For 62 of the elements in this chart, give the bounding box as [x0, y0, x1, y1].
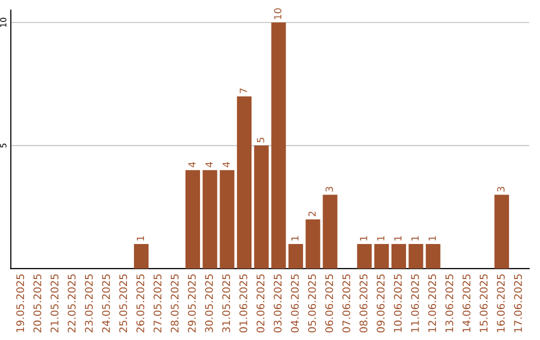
bar — [202, 170, 218, 269]
bar — [408, 244, 424, 269]
data-label: 1 — [394, 236, 402, 240]
data-label: 1 — [428, 236, 436, 240]
x-tick-label: 13.06.2025 — [445, 274, 454, 332]
x-tick-label: 12.06.2025 — [428, 274, 436, 332]
x-tick-label: 31.05.2025 — [222, 274, 230, 332]
data-label: 10 — [274, 8, 282, 19]
x-tick-label: 21.05.2025 — [50, 274, 58, 332]
bar — [254, 146, 269, 269]
x-tick-label: 16.06.2025 — [496, 274, 505, 332]
x-tick-label: 07.06.2025 — [342, 274, 350, 332]
x-tick-label: 03.06.2025 — [274, 274, 282, 332]
x-tick-label: 15.06.2025 — [480, 274, 488, 332]
x-tick-label: 22.05.2025 — [68, 274, 76, 332]
bar — [374, 244, 389, 269]
x-tick-label: 10.06.2025 — [394, 274, 402, 332]
x-tick-label: 14.06.2025 — [462, 274, 470, 332]
bar — [391, 244, 406, 269]
x-tick-label: 30.05.2025 — [205, 274, 213, 332]
x-tick-label: 02.06.2025 — [256, 274, 264, 332]
x-tick-label: 11.06.2025 — [411, 274, 419, 332]
x-tick-label: 17.06.2025 — [514, 274, 522, 332]
data-label: 1 — [360, 236, 368, 240]
data-label: 4 — [222, 162, 230, 168]
bar — [306, 219, 320, 269]
data-label: 1 — [412, 236, 419, 240]
x-tick-label: 06.06.2025 — [325, 274, 334, 332]
x-tick-label: 19.05.2025 — [16, 274, 24, 332]
bar — [426, 244, 440, 269]
x-tick-label: 08.06.2025 — [360, 274, 368, 332]
bar — [271, 22, 286, 269]
x-tick-label: 26.05.2025 — [136, 274, 144, 332]
bar — [220, 170, 234, 269]
bar — [494, 194, 510, 269]
data-label: 7 — [240, 88, 247, 94]
x-tick-label: 01.06.2025 — [239, 274, 248, 332]
data-label: 5 — [257, 138, 264, 142]
bar — [322, 194, 338, 269]
data-label: 3 — [326, 186, 333, 192]
bar — [357, 244, 372, 269]
x-tick-label: 28.05.2025 — [170, 274, 179, 332]
data-label: 1 — [136, 236, 144, 240]
x-tick-label: 23.05.2025 — [84, 274, 93, 332]
x-tick-label: 25.05.2025 — [119, 274, 128, 332]
x-tick-label: 29.05.2025 — [188, 274, 196, 332]
bar — [185, 170, 200, 269]
bar — [288, 244, 304, 269]
x-tick-label: 05.06.2025 — [308, 274, 316, 332]
data-label: 1 — [291, 236, 298, 240]
data-label: 2 — [308, 212, 316, 216]
x-tick-label: 09.06.2025 — [376, 274, 385, 332]
data-label: 1 — [377, 236, 384, 240]
data-label: 4 — [206, 162, 213, 168]
data-label: 3 — [497, 186, 505, 192]
x-tick-label: 24.05.2025 — [102, 274, 110, 332]
bar — [236, 96, 252, 269]
x-tick-label: 04.06.2025 — [290, 274, 299, 332]
x-tick-label: 27.05.2025 — [154, 274, 162, 332]
bar — [134, 244, 149, 269]
data-label: 4 — [188, 162, 196, 168]
x-tick-label: 20.05.2025 — [33, 274, 42, 332]
